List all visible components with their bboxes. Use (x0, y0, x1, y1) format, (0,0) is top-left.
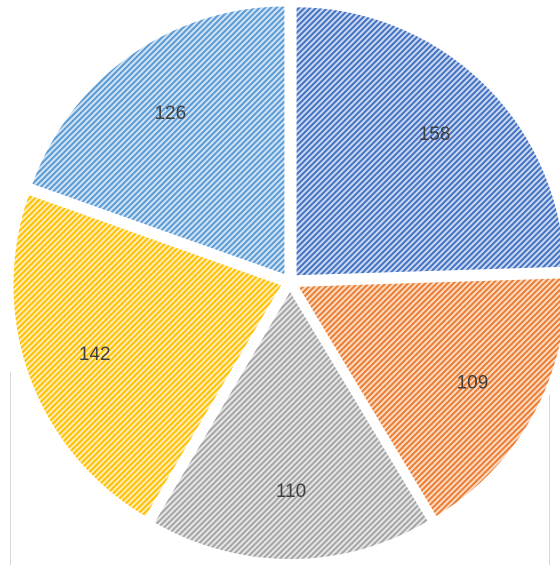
data-label-142: 142 (79, 344, 111, 365)
labels-layer: 158 109 110 142 126 (79, 103, 488, 502)
pie-slice-142 (11, 192, 284, 519)
pie-slice-110 (151, 288, 431, 561)
pie-slice-109 (295, 276, 560, 519)
chart-frame-left (10, 372, 11, 565)
data-label-109: 109 (457, 372, 489, 393)
data-label-158: 158 (419, 124, 451, 145)
data-label-110: 110 (276, 481, 306, 502)
pie-slice-158 (294, 5, 560, 278)
slices-layer (11, 4, 560, 561)
pie-slice-126 (29, 4, 287, 277)
data-label-126: 126 (154, 103, 186, 124)
chart-frame-right (549, 395, 550, 565)
